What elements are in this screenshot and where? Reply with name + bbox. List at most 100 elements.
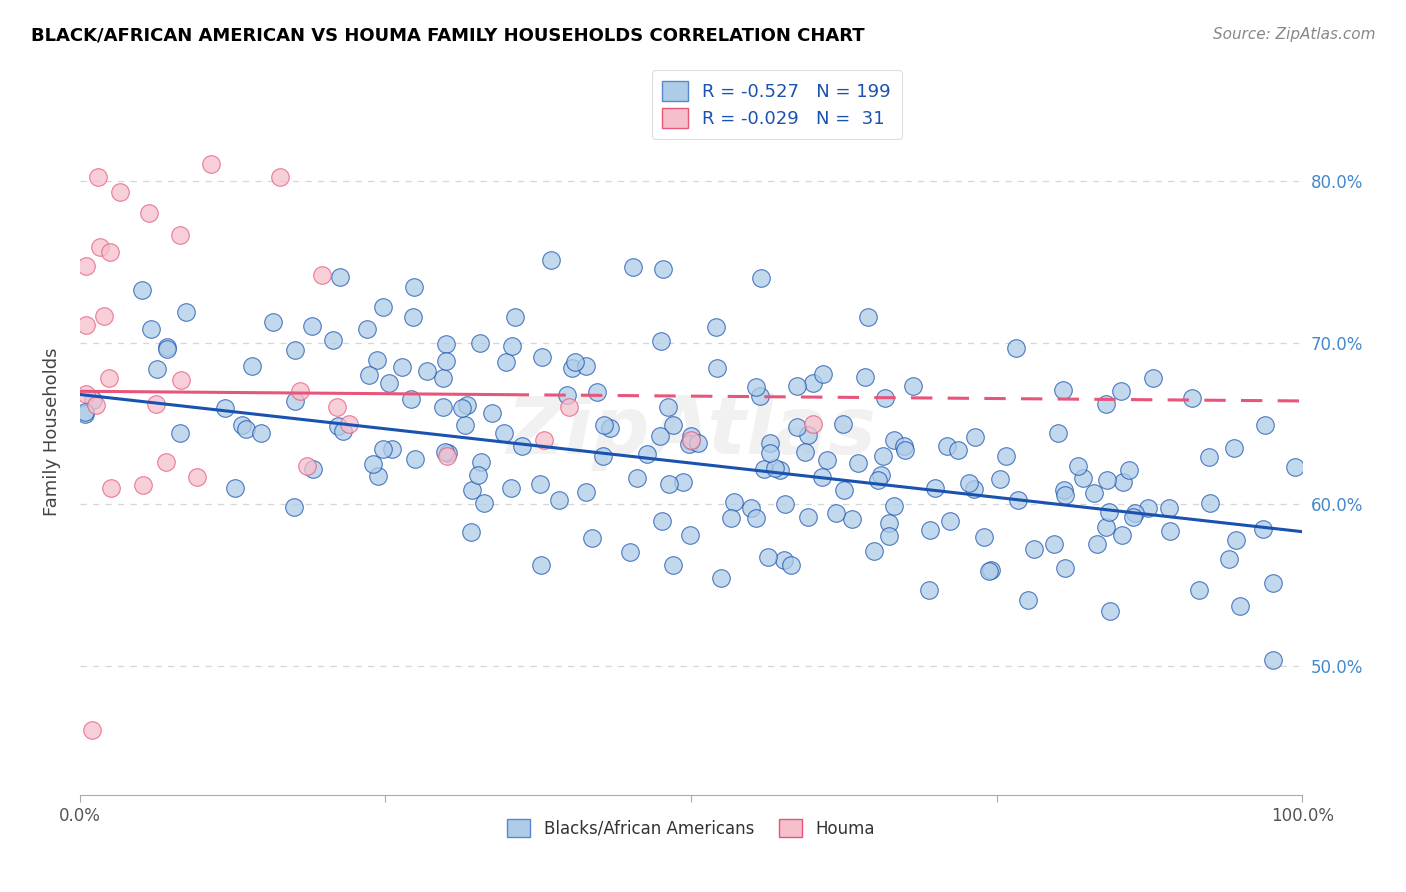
Point [870,468,893,483]
Point [146,362,169,376]
Point [592,449,614,463]
Point [434,354,457,368]
Point [1123,506,1146,520]
Point [283,500,305,514]
Point [200,157,222,171]
Point [434,337,457,351]
Point [1046,425,1069,440]
Y-axis label: Family Households: Family Households [44,347,60,516]
Point [432,371,454,385]
Point [138,205,160,219]
Point [250,426,273,441]
Point [893,439,915,453]
Point [650,334,672,348]
Point [530,558,553,572]
Point [786,420,808,434]
Point [169,426,191,441]
Point [156,343,179,357]
Point [75,387,97,401]
Point [373,442,395,456]
Point [156,340,179,354]
Point [402,310,425,324]
Point [751,270,773,285]
Point [82,393,104,408]
Point [1254,418,1277,433]
Point [75,318,97,333]
Point [494,426,516,441]
Point [626,471,648,485]
Point [1198,450,1220,465]
Point [1053,483,1076,497]
Point [529,476,551,491]
Point [769,463,792,477]
Point [481,406,503,420]
Point [740,501,762,516]
Point [1071,471,1094,485]
Point [763,461,786,475]
Point [648,429,671,443]
Point [1223,441,1246,455]
Point [723,495,745,509]
Point [357,368,380,383]
Point [361,457,384,471]
Point [399,392,422,407]
Point [1159,524,1181,538]
Point [93,309,115,323]
Point [720,511,742,525]
Point [1218,551,1240,566]
Point [1094,397,1116,411]
Point [853,370,876,384]
Point [832,483,855,497]
Point [924,481,946,495]
Point [831,417,853,431]
Point [1118,463,1140,477]
Point [224,481,246,495]
Point [1188,582,1211,597]
Point [262,315,284,329]
Point [460,524,482,539]
Point [186,470,208,484]
Point [284,394,307,409]
Point [868,473,890,487]
Point [1284,460,1306,475]
Point [432,400,454,414]
Point [803,376,825,391]
Point [169,228,191,243]
Point [575,484,598,499]
Point [329,269,352,284]
Point [939,514,962,528]
Point [672,475,695,489]
Point [155,455,177,469]
Point [636,447,658,461]
Point [302,461,325,475]
Point [141,322,163,336]
Point [436,446,458,460]
Point [170,373,193,387]
Point [873,392,896,406]
Point [901,379,924,393]
Point [748,389,770,403]
Point [936,439,959,453]
Point [564,355,586,369]
Point [132,478,155,492]
Point [450,401,472,416]
Point [980,563,1002,577]
Point [1229,599,1251,613]
Point [678,437,700,451]
Point [495,355,517,369]
Point [657,400,679,414]
Point [706,360,728,375]
Point [1053,561,1076,575]
Point [651,261,673,276]
Point [499,481,522,495]
Point [772,553,794,567]
Point [801,417,824,431]
Point [381,442,404,457]
Point [797,428,820,442]
Point [301,319,323,334]
Point [558,401,581,415]
Point [977,564,1000,578]
Point [592,417,614,432]
Point [100,481,122,495]
Point [1112,475,1135,490]
